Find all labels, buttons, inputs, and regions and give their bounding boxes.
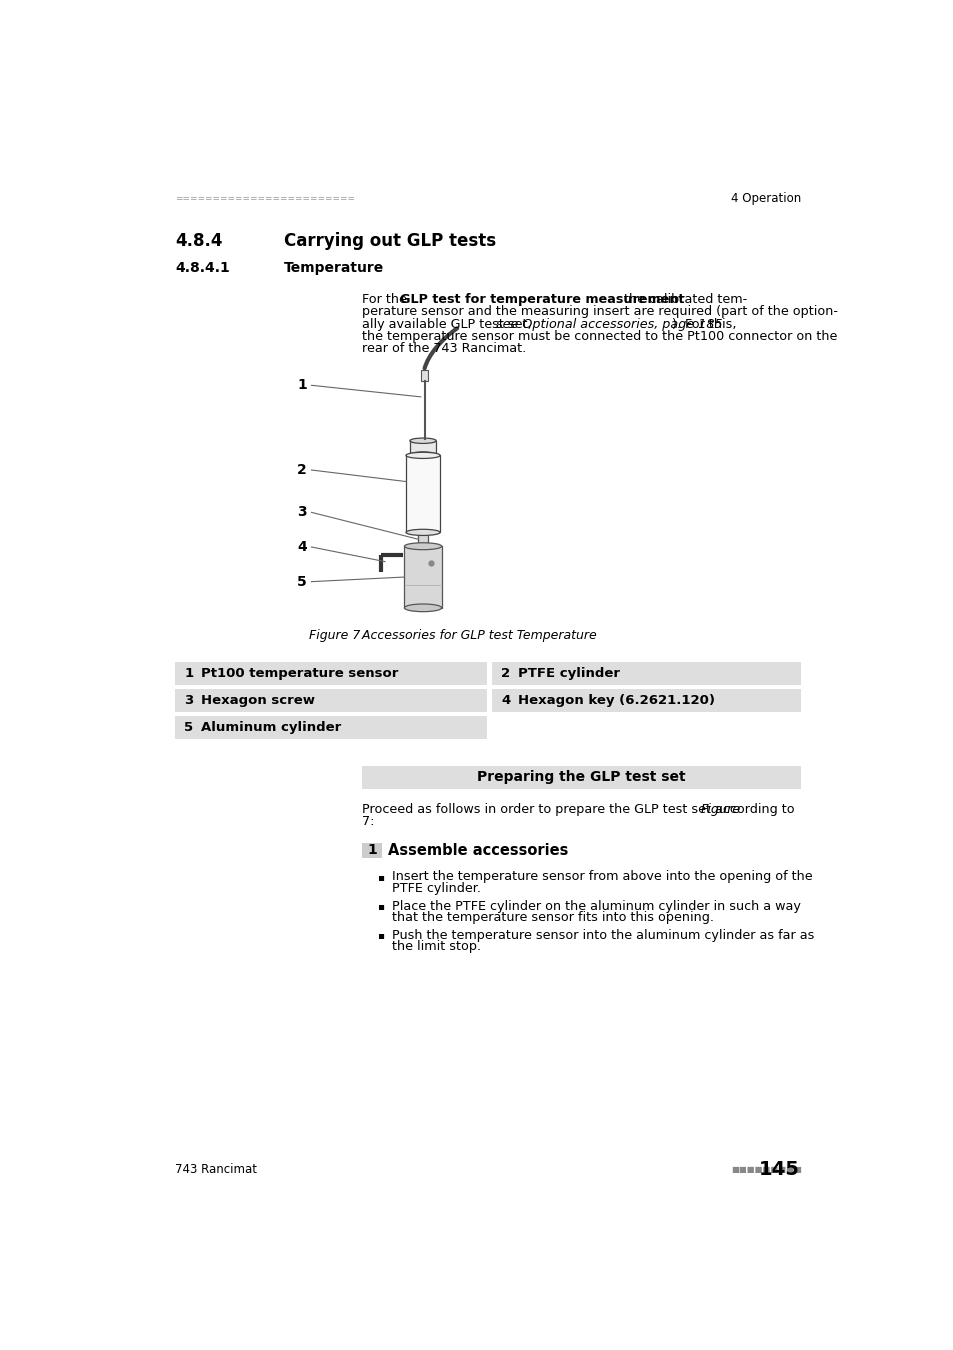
Text: Carrying out GLP tests: Carrying out GLP tests <box>284 232 496 250</box>
Ellipse shape <box>406 529 439 536</box>
Bar <box>361 842 381 859</box>
Text: the calibrated tem-: the calibrated tem- <box>619 293 746 306</box>
Bar <box>492 662 801 684</box>
Ellipse shape <box>406 452 439 459</box>
Text: Place the PTFE cylinder on the aluminum cylinder in such a way: Place the PTFE cylinder on the aluminum … <box>392 899 801 913</box>
Text: PTFE cylinder: PTFE cylinder <box>517 667 619 680</box>
Text: 5: 5 <box>184 721 193 733</box>
Text: 145: 145 <box>758 1160 799 1179</box>
Text: ========================: ======================== <box>174 194 355 204</box>
Ellipse shape <box>410 452 436 458</box>
Text: Figure 7: Figure 7 <box>309 629 360 643</box>
Text: see Optional accessories, page 185: see Optional accessories, page 185 <box>496 317 722 331</box>
Bar <box>492 688 801 711</box>
Text: 7:: 7: <box>361 815 374 828</box>
Bar <box>174 716 487 738</box>
Text: ▪: ▪ <box>377 930 384 941</box>
Text: ■■■■■■■■■: ■■■■■■■■■ <box>731 1165 801 1173</box>
Ellipse shape <box>410 437 436 443</box>
Text: 4 Operation: 4 Operation <box>730 193 801 205</box>
Text: ▪: ▪ <box>377 902 384 911</box>
Text: Figure: Figure <box>700 803 740 815</box>
Bar <box>174 662 487 684</box>
Text: 2: 2 <box>296 463 307 477</box>
Text: Hexagon key (6.2621.120): Hexagon key (6.2621.120) <box>517 694 715 707</box>
Text: rear of the 743 Rancimat.: rear of the 743 Rancimat. <box>361 342 525 355</box>
Bar <box>361 765 801 788</box>
Text: the limit stop.: the limit stop. <box>392 941 480 953</box>
Text: ally available GLP test set,: ally available GLP test set, <box>361 317 535 331</box>
Text: 4.8.4: 4.8.4 <box>174 232 222 250</box>
Text: that the temperature sensor fits into this opening.: that the temperature sensor fits into th… <box>392 911 713 925</box>
Text: 4: 4 <box>296 540 307 553</box>
Text: 4: 4 <box>500 694 510 707</box>
Bar <box>404 547 441 608</box>
Ellipse shape <box>404 603 441 612</box>
Text: 3: 3 <box>297 505 307 520</box>
Ellipse shape <box>404 543 441 549</box>
Text: 2: 2 <box>500 667 510 680</box>
Text: 743 Rancimat: 743 Rancimat <box>174 1162 256 1176</box>
Text: Preparing the GLP test set: Preparing the GLP test set <box>476 771 685 784</box>
Text: Accessories for GLP test Temperature: Accessories for GLP test Temperature <box>346 629 597 643</box>
Text: 1: 1 <box>367 844 376 857</box>
Text: 1: 1 <box>184 667 193 680</box>
Bar <box>418 533 427 544</box>
Bar <box>410 440 436 455</box>
Text: For the: For the <box>361 293 411 306</box>
Text: ▪: ▪ <box>377 872 384 882</box>
Text: Insert the temperature sensor from above into the opening of the: Insert the temperature sensor from above… <box>392 871 812 883</box>
Text: Assemble accessories: Assemble accessories <box>388 842 568 857</box>
Text: Proceed as follows in order to prepare the GLP test set according to: Proceed as follows in order to prepare t… <box>361 803 798 815</box>
Text: Push the temperature sensor into the aluminum cylinder as far as: Push the temperature sensor into the alu… <box>392 929 814 942</box>
Text: 3: 3 <box>184 694 193 707</box>
Text: perature sensor and the measuring insert are required (part of the option-: perature sensor and the measuring insert… <box>361 305 837 319</box>
Text: 4.8.4.1: 4.8.4.1 <box>174 262 230 275</box>
Text: GLP test for temperature measurement: GLP test for temperature measurement <box>399 293 683 306</box>
Bar <box>174 688 487 711</box>
Text: the temperature sensor must be connected to the Pt100 connector on the: the temperature sensor must be connected… <box>361 329 837 343</box>
Text: PTFE cylinder.: PTFE cylinder. <box>392 882 480 895</box>
Text: ). For this,: ). For this, <box>671 317 736 331</box>
Bar <box>421 370 427 381</box>
Text: Aluminum cylinder: Aluminum cylinder <box>201 721 341 733</box>
Text: Temperature: Temperature <box>284 262 384 275</box>
Text: Hexagon screw: Hexagon screw <box>201 694 315 707</box>
Bar <box>406 455 439 532</box>
Text: 1: 1 <box>296 378 307 393</box>
Text: Pt100 temperature sensor: Pt100 temperature sensor <box>201 667 398 680</box>
Text: 5: 5 <box>296 575 307 589</box>
